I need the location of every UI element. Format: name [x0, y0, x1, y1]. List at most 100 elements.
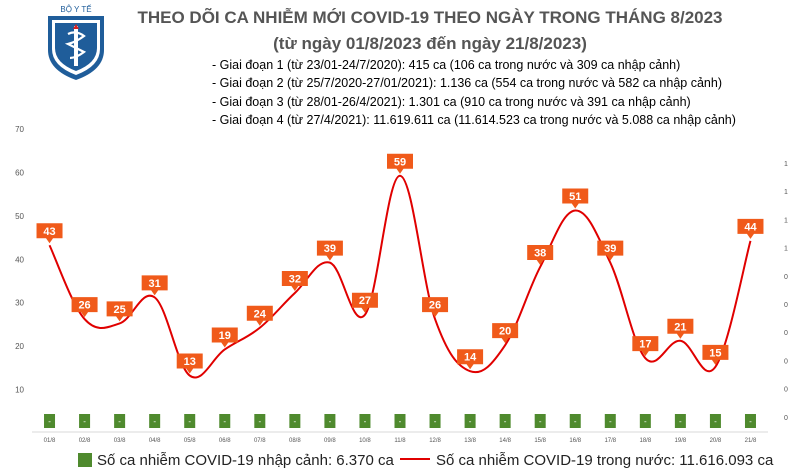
legend-domestic-label: Số ca nhiễm COVID-19 trong nước: 11.616.…: [436, 452, 774, 469]
right-tick-label: 0: [784, 415, 788, 422]
imported-bar-label: -: [118, 417, 121, 426]
y-tick-label: 20: [15, 342, 24, 351]
data-marker: [737, 218, 764, 239]
data-marker: [351, 292, 378, 313]
imported-bar-label: -: [504, 417, 507, 426]
data-label: 26: [429, 300, 441, 312]
imported-bar: [254, 414, 266, 428]
chart-title: THEO DÕI CA NHIỄM MỚI COVID-19 THEO NGÀY…: [137, 8, 723, 27]
imported-bar-label: -: [679, 417, 682, 426]
chart-subtitle: (từ ngày 01/8/2023 đến ngày 21/8/2023): [273, 34, 587, 53]
right-tick-label: 0: [784, 330, 788, 337]
x-tick-label: 09/8: [324, 438, 336, 444]
imported-bar: [744, 414, 756, 428]
x-tick-label: 04/8: [149, 438, 161, 444]
imported-bar-label: -: [329, 417, 332, 426]
imported-bar-label: -: [48, 417, 51, 426]
data-marker: [36, 223, 63, 244]
x-tick-label: 21/8: [745, 438, 757, 444]
imported-bar-label: -: [714, 417, 717, 426]
x-tick-label: 05/8: [184, 438, 196, 444]
imported-bar: [604, 414, 616, 428]
data-label: 27: [359, 295, 371, 307]
x-tick-label: 13/8: [464, 438, 476, 444]
y-tick-label: 40: [15, 255, 24, 264]
legend-imported: Số ca nhiễm COVID-19 nhập cảnh: 6.370 ca: [78, 452, 394, 469]
data-marker: [281, 271, 308, 292]
phase-1-text: - Giai đoạn 1 (từ 23/01-24/7/2020): 415 …: [212, 58, 681, 72]
x-tick-label: 15/8: [534, 438, 546, 444]
data-marker: [316, 240, 343, 261]
data-label: 24: [254, 308, 267, 320]
x-tick-label: 07/8: [254, 438, 266, 444]
data-marker: [597, 240, 624, 261]
x-tick-label: 12/8: [429, 438, 441, 444]
data-marker: [71, 297, 98, 318]
data-marker: [141, 275, 168, 296]
phase-4-text: - Giai đoạn 4 (từ 27/4/2021): 11.619.611…: [212, 113, 736, 128]
imported-bar: [429, 414, 441, 428]
data-label: 26: [78, 300, 90, 312]
data-marker: [702, 344, 729, 365]
right-tick-label: 1: [784, 189, 788, 196]
imported-bar: [359, 414, 371, 428]
right-tick-label: 0: [784, 358, 788, 365]
data-marker: [246, 305, 273, 326]
y-tick-label: 10: [15, 386, 24, 395]
data-label: 20: [499, 326, 511, 338]
legend-bar-swatch: [78, 453, 92, 467]
imported-bar-label: -: [258, 417, 261, 426]
data-label: 21: [674, 321, 686, 333]
imported-bar: [674, 414, 686, 428]
y-tick-label: 60: [15, 168, 24, 177]
data-label: 17: [639, 339, 651, 351]
data-label: 13: [184, 356, 196, 368]
imported-bar: [79, 414, 91, 428]
data-label: 19: [219, 330, 231, 342]
x-tick-label: 06/8: [219, 438, 231, 444]
y-tick-label: 70: [15, 125, 24, 134]
imported-bar-label: -: [749, 417, 752, 426]
ministry-of-health-logo: BỘ Y TẾ: [48, 4, 104, 80]
x-tick-label: 14/8: [499, 438, 511, 444]
right-tick-label: 1: [784, 246, 788, 253]
imported-bar-label: -: [539, 417, 542, 426]
x-tick-label: 10/8: [359, 438, 371, 444]
data-marker: [106, 301, 133, 322]
imported-bar-label: -: [188, 417, 191, 426]
data-label: 25: [113, 304, 125, 316]
imported-bar-label: -: [364, 417, 367, 426]
data-label: 31: [149, 278, 161, 290]
imported-bar: [289, 414, 301, 428]
data-label: 38: [534, 247, 546, 259]
imported-bar: [394, 414, 406, 428]
imported-bar: [639, 414, 651, 428]
data-marker: [527, 244, 554, 265]
y-tick-label: 30: [15, 299, 24, 308]
x-tick-label: 17/8: [604, 438, 616, 444]
right-tick-label: 0: [784, 387, 788, 394]
imported-bar-label: -: [294, 417, 297, 426]
phase-summary: - Giai đoạn 1 (từ 23/01-24/7/2020): 415 …: [212, 56, 736, 130]
imported-bar-label: -: [83, 417, 86, 426]
imported-bar: [464, 414, 476, 428]
data-marker: [457, 349, 484, 370]
imported-bar: [149, 414, 161, 428]
phase-2-text: - Giai đoạn 2 (từ 25/7/2020-27/01/2021):…: [212, 76, 722, 91]
data-marker: [211, 327, 238, 348]
x-tick-label: 18/8: [639, 438, 651, 444]
imported-bar-label: -: [434, 417, 437, 426]
x-tick-label: 16/8: [569, 438, 581, 444]
x-tick-label: 19/8: [675, 438, 687, 444]
data-label: 43: [43, 226, 55, 238]
imported-bar-label: -: [223, 417, 226, 426]
svg-text:BỘ Y TẾ: BỘ Y TẾ: [60, 4, 91, 14]
imported-bar: [324, 414, 336, 428]
imported-bar-label: -: [609, 417, 612, 426]
legend-imported-label: Số ca nhiễm COVID-19 nhập cảnh: 6.370 ca: [97, 452, 394, 469]
domestic-series-line: [48, 174, 752, 379]
data-label: 39: [324, 243, 336, 255]
data-label: 44: [744, 221, 757, 233]
